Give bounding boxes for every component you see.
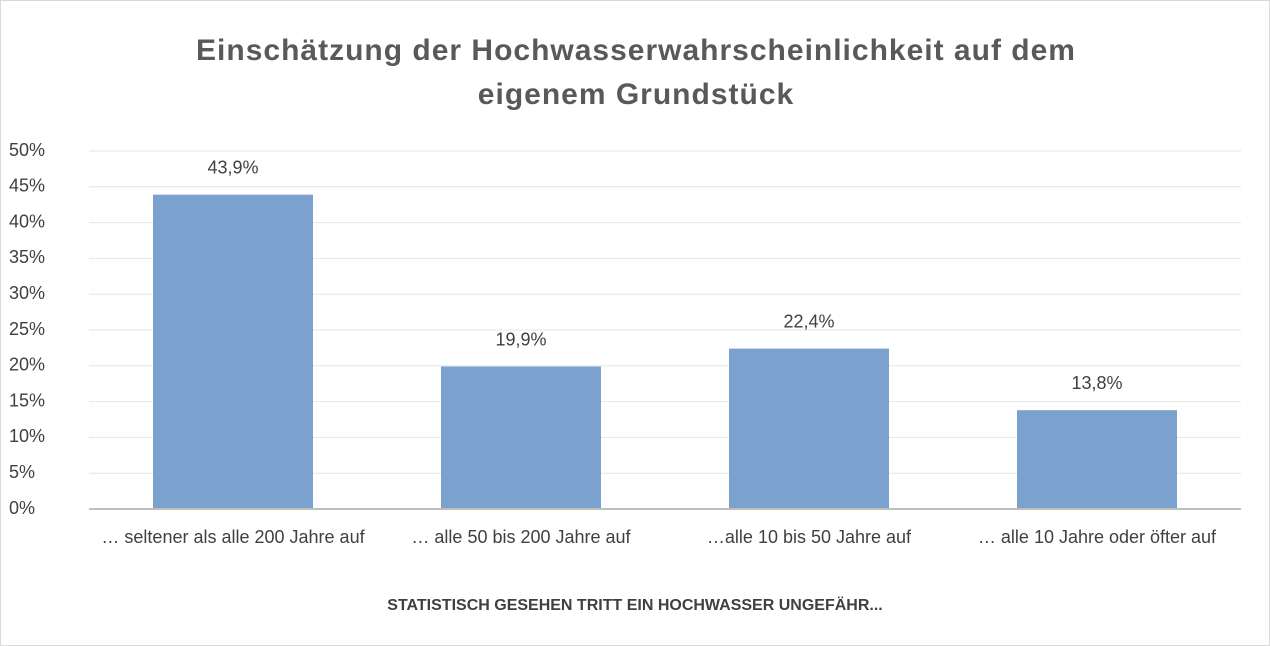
- y-tick-label: 0%: [9, 498, 35, 518]
- bar: [1017, 410, 1177, 509]
- bar: [729, 348, 889, 509]
- data-label: 13,8%: [1071, 373, 1122, 393]
- y-tick-label: 45%: [9, 176, 45, 196]
- x-tick-label: … alle 50 bis 200 Jahre auf: [411, 527, 631, 547]
- chart-title: Einschätzung der Hochwasserwahrscheinlic…: [196, 34, 1076, 111]
- x-tick-label: … alle 10 Jahre oder öfter auf: [977, 527, 1217, 547]
- x-axis-title: STATISTISCH GESEHEN TRITT EIN HOCHWASSER…: [387, 597, 883, 614]
- y-tick-label: 40%: [9, 211, 45, 231]
- x-tick-label: … seltener als alle 200 Jahre auf: [101, 527, 365, 547]
- bar: [153, 194, 313, 509]
- x-tick-label: …alle 10 bis 50 Jahre auf: [706, 527, 912, 547]
- y-tick-label: 10%: [9, 426, 45, 446]
- data-label: 22,4%: [783, 311, 834, 331]
- y-tick-label: 15%: [9, 390, 45, 410]
- y-tick-label: 35%: [9, 247, 45, 267]
- y-tick-label: 25%: [9, 319, 45, 339]
- y-tick-label: 50%: [9, 140, 45, 160]
- y-tick-label: 5%: [9, 462, 35, 482]
- data-label: 19,9%: [495, 329, 546, 349]
- data-label: 43,9%: [207, 157, 258, 177]
- y-tick-label: 20%: [9, 355, 45, 375]
- bar: [441, 366, 601, 509]
- y-tick-label: 30%: [9, 283, 45, 303]
